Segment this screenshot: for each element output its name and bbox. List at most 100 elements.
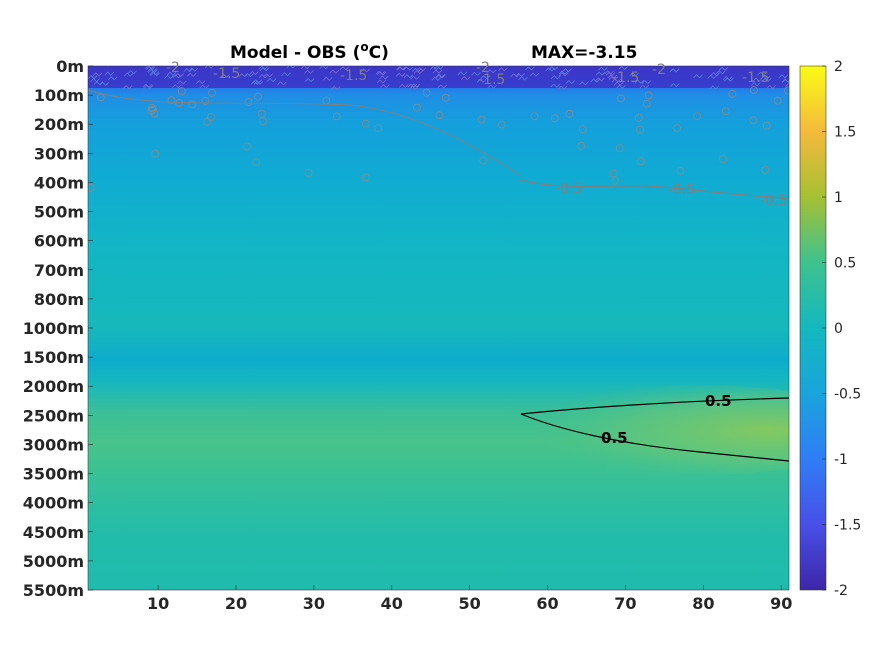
surface-noise-stroke: [319, 66, 329, 70]
contour-squiggle: [243, 142, 251, 151]
contour-squiggle: [150, 109, 159, 118]
chart-title-left: Model - OBS (oC): [230, 40, 389, 63]
contour-squiggle: [617, 94, 625, 103]
x-tick-label: 20: [225, 594, 247, 613]
surface-noise-stroke: [430, 66, 440, 70]
contour-squiggle: [693, 112, 701, 121]
surface-noise-stroke: [548, 66, 559, 71]
y-tick-label: 700m: [34, 261, 84, 280]
contour-label: -1.5: [478, 72, 505, 88]
x-tick-label: 70: [614, 594, 636, 613]
contour-squiggle: [762, 121, 771, 130]
colorbar-tick-label: -1.5: [834, 518, 861, 534]
contour-label: -2: [476, 60, 490, 76]
y-tick-label: 100m: [34, 86, 84, 105]
contour-squiggle: [151, 149, 160, 158]
contour-label: 0.5: [601, 429, 628, 447]
surface-noise-stroke: [616, 84, 626, 89]
contour-squiggle: [728, 89, 737, 98]
surface-noise-stroke: [590, 78, 600, 83]
contour-squiggle: [167, 96, 176, 105]
y-tick-label: 2500m: [23, 406, 84, 425]
contour-squiggle: [435, 111, 444, 120]
surface-noise-stroke: [707, 74, 718, 79]
surface-noise-stroke: [750, 82, 761, 87]
surface-noise-stroke: [782, 78, 789, 84]
y-tick-label: 1500m: [23, 348, 84, 367]
colorbar-tick-label: -2: [834, 583, 848, 599]
surface-noise-stroke: [760, 75, 770, 80]
x-tick-label: 90: [770, 594, 792, 613]
surface-noise-stroke: [403, 74, 414, 79]
surface-noise-stroke: [529, 72, 540, 77]
contour-label: -2: [652, 62, 666, 78]
surface-noise-stroke: [286, 66, 296, 69]
surface-noise-stroke: [710, 72, 720, 77]
surface-noise-stroke: [375, 70, 386, 75]
contour-squiggle: [374, 124, 383, 133]
surface-noise-stroke: [611, 78, 622, 83]
surface-noise-stroke: [525, 66, 535, 71]
surface-noise-stroke: [486, 69, 497, 74]
contour-squiggle: [259, 117, 267, 126]
x-axis: 10 20 30 40 50 60 70 80 90: [147, 585, 792, 613]
contour-squiggle: [497, 120, 506, 129]
contour-label: -1.5: [213, 66, 240, 82]
surface-cold-layer: [88, 66, 789, 88]
surface-noise-stroke: [550, 83, 561, 88]
surface-noise-stroke: [379, 75, 389, 80]
surface-noise-stroke: [718, 66, 729, 71]
surface-noise-stroke: [188, 67, 199, 72]
surface-noise-stroke: [300, 66, 311, 70]
y-tick-label: 3000m: [23, 435, 84, 454]
surface-noise-stroke: [551, 75, 561, 80]
contour-label: -0.5: [760, 193, 787, 209]
y-tick-label: 5500m: [23, 581, 84, 600]
surface-noise-stroke: [613, 81, 624, 86]
contour-label: -1.5: [612, 70, 639, 86]
contour-squiggle: [304, 168, 313, 177]
contour-line-minor: [88, 89, 521, 176]
contour-squiggle: [611, 176, 619, 185]
contour-squiggle: [244, 98, 253, 106]
contour-label: 0.5: [705, 392, 732, 410]
surface-noise-stroke: [629, 72, 640, 77]
surface-noise-stroke: [410, 75, 420, 80]
surface-noise-stroke: [461, 76, 471, 81]
contour-squiggle: [673, 124, 681, 133]
surface-noise-stroke: [757, 71, 767, 76]
contour-label: -0.5: [668, 182, 695, 198]
colorbar-tick-label: -1: [834, 452, 848, 468]
contour-squiggle: [530, 112, 539, 121]
surface-noise-stroke: [395, 72, 406, 77]
contour-squiggle: [565, 109, 574, 118]
surface-noise-stroke: [304, 69, 314, 74]
contour-squiggle: [719, 155, 727, 163]
x-tick-label: 50: [459, 594, 481, 613]
surface-noise-stroke: [639, 84, 650, 89]
x-tick-label: 10: [147, 594, 169, 613]
heatmap-field: [88, 66, 789, 590]
contour-line-0.5: [520, 397, 789, 462]
contour-squiggle: [615, 144, 624, 153]
contour-squiggle: [361, 119, 370, 128]
surface-noise: [88, 66, 789, 192]
contour-squiggle: [676, 166, 685, 175]
surface-noise-stroke: [204, 66, 214, 69]
surface-noise-stroke: [431, 76, 442, 81]
y-tick-label: 0m: [56, 57, 84, 76]
contour-line-minor: [519, 179, 789, 199]
surface-noise-stroke: [457, 71, 468, 76]
contour-squiggle: [761, 165, 770, 174]
surface-noise-stroke: [761, 77, 772, 82]
surface-noise-stroke: [304, 77, 315, 83]
surface-noise-stroke: [565, 79, 576, 85]
surface-noise-stroke: [476, 78, 487, 83]
surface-noise-stroke: [562, 68, 572, 73]
y-tick-label: 3500m: [23, 465, 84, 484]
colorbar-ticks: 2 1.5 1 0.5 0 -0.5 -1 -1.5 -2: [822, 59, 861, 599]
contour-squiggle: [578, 125, 587, 134]
contour-squiggle: [332, 112, 341, 121]
contour-squiggle: [636, 157, 645, 166]
surface-noise-stroke: [88, 75, 98, 80]
